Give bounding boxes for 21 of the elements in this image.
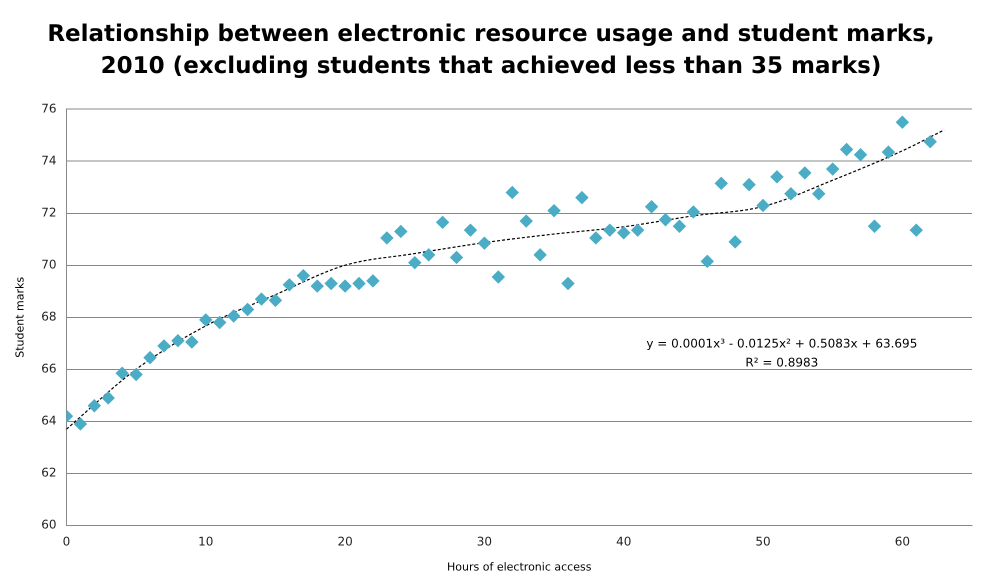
chart-title: Relationship between electronic resource usage and student marks, 2010 (excluding students that achieved less than 35 marks) (46, 20, 936, 81)
y-axis-title: Student marks (13, 276, 26, 358)
x-tick-label: 40 (616, 534, 632, 549)
y-tick-label: 74 (41, 153, 56, 168)
x-tick-label: 60 (894, 534, 910, 549)
y-tick-label: 76 (41, 101, 56, 116)
y-tick-label: 66 (41, 361, 56, 376)
y-tick-label: 70 (41, 257, 56, 272)
x-tick-label: 0 (62, 534, 70, 549)
x-axis-title: Hours of electronic access (447, 560, 592, 574)
y-tick-label: 64 (41, 413, 56, 428)
y-tick-label: 60 (41, 518, 56, 532)
x-tick-label: 50 (755, 534, 771, 549)
y-tick-label: 62 (41, 466, 56, 480)
x-tick-label: 30 (476, 534, 492, 549)
y-tick-label: 72 (41, 205, 56, 220)
annotation: y = 0.0001x³ - 0.0125x² + 0.5083x + 63.695 (646, 336, 918, 350)
annotation: R² = 0.8983 (745, 355, 818, 370)
x-tick-label: 20 (337, 534, 353, 549)
y-tick-label: 68 (41, 309, 56, 324)
x-tick-label: 10 (198, 534, 214, 549)
